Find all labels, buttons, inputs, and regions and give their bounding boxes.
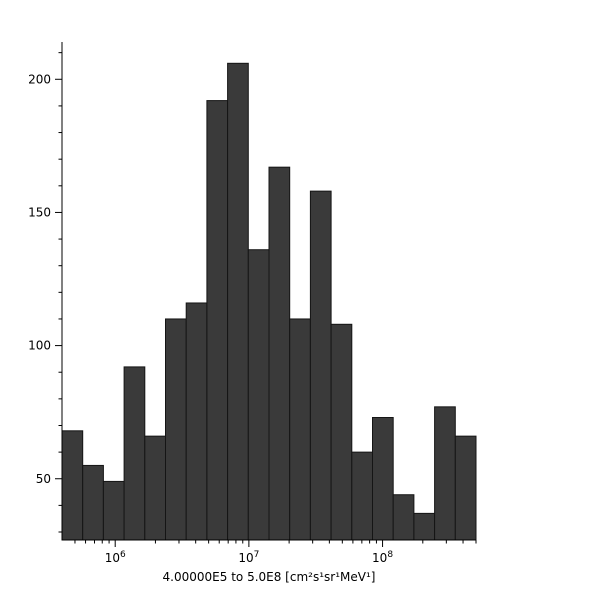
histogram-bar <box>268 166 291 541</box>
histogram-bar <box>351 451 373 541</box>
histogram-bar <box>247 249 270 541</box>
histogram-bar <box>454 435 477 541</box>
y-tick-label: 100 <box>28 339 51 353</box>
x-axis-label: 4.00000E5 to 5.0E8 [cm²s¹sr¹MeV¹] <box>163 570 376 584</box>
histogram-bar <box>289 318 311 541</box>
histogram-bar <box>82 464 104 541</box>
histogram-bar <box>309 190 332 541</box>
bars-layer <box>61 62 477 541</box>
histogram-bar <box>413 512 436 541</box>
histogram-bar <box>227 62 249 541</box>
y-tick-label: 200 <box>28 72 51 86</box>
histogram-bar <box>392 494 415 541</box>
histogram-bar <box>165 318 187 541</box>
x-tick-label: 108 <box>372 550 393 565</box>
histogram-bar <box>372 417 394 541</box>
histogram-bar <box>206 100 229 541</box>
histogram-bar <box>330 323 353 541</box>
histogram-bar <box>144 435 167 541</box>
histogram-bar <box>434 406 456 541</box>
histogram-bar <box>123 366 146 541</box>
y-tick-label: 150 <box>28 205 51 219</box>
histogram-bar <box>185 302 208 541</box>
x-tick-label: 106 <box>105 550 126 565</box>
histogram-bar <box>102 480 125 541</box>
x-tick-label: 107 <box>238 550 259 565</box>
y-tick-label: 50 <box>36 472 51 486</box>
histogram-bar <box>61 430 84 541</box>
